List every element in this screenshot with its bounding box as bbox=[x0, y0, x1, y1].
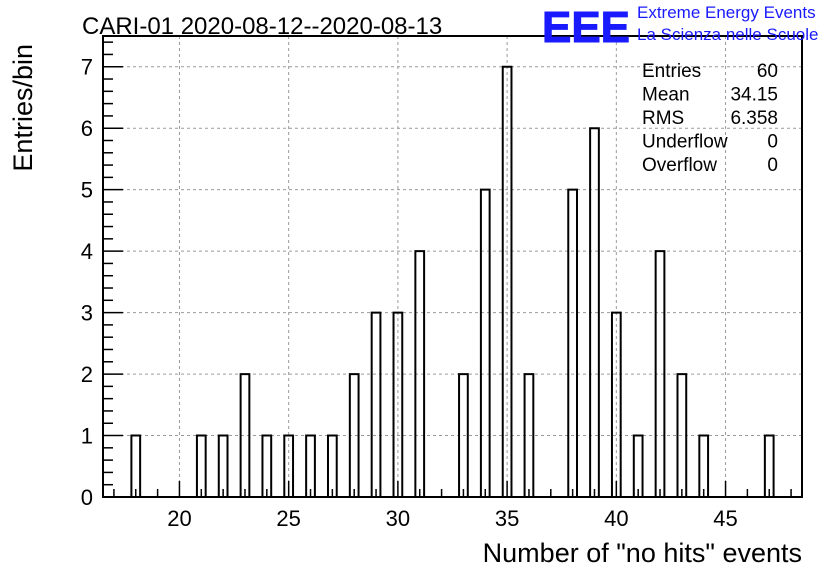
histogram-bar bbox=[326, 434, 338, 497]
y-tick-label: 1 bbox=[81, 424, 93, 449]
histogram-bar bbox=[305, 434, 316, 497]
y-tick-label: 0 bbox=[81, 485, 93, 510]
histogram-bar bbox=[392, 311, 404, 497]
x-tick-label: 20 bbox=[167, 506, 191, 531]
histogram-bar bbox=[414, 250, 426, 497]
y-tick-label: 3 bbox=[81, 301, 93, 326]
stats-label: Entries bbox=[642, 61, 701, 82]
histogram-bar bbox=[676, 373, 688, 497]
eee-logo: EEE Extreme Energy Events La Scienza nel… bbox=[542, 3, 819, 53]
y-tick-label: 4 bbox=[81, 239, 93, 264]
histogram-bar bbox=[370, 311, 382, 497]
histogram-bar bbox=[217, 434, 229, 497]
stats-label: Overflow bbox=[642, 155, 717, 176]
x-tick-label: 35 bbox=[495, 506, 519, 531]
stats-label: Mean bbox=[642, 85, 690, 106]
histogram-bar bbox=[523, 373, 535, 497]
x-tick-label: 30 bbox=[386, 506, 410, 531]
stats-value: 6.358 bbox=[730, 108, 778, 129]
histogram-bar bbox=[501, 65, 513, 497]
y-axis-title: Entries/bin bbox=[8, 44, 38, 172]
histogram-bar bbox=[261, 434, 273, 497]
histogram-bar bbox=[763, 434, 775, 497]
histogram-bar bbox=[589, 127, 600, 497]
logo-line-1: Extreme Energy Events bbox=[637, 3, 816, 22]
y-tick-label: 7 bbox=[81, 55, 93, 80]
stats-label: RMS bbox=[642, 108, 684, 129]
plot-frame bbox=[102, 35, 803, 498]
histogram-bar bbox=[654, 250, 666, 497]
stats-value: 34.15 bbox=[730, 85, 778, 106]
histogram-bar bbox=[130, 434, 142, 497]
x-axis-title: Number of "no hits" events bbox=[483, 538, 802, 568]
axes bbox=[102, 35, 803, 498]
stats-value: 60 bbox=[757, 61, 778, 82]
histogram-bar bbox=[632, 434, 644, 497]
stats-value: 0 bbox=[767, 132, 778, 153]
grid-lines bbox=[103, 36, 802, 497]
stats-label: Underflow bbox=[642, 132, 728, 153]
y-tick-label: 2 bbox=[81, 362, 93, 387]
histogram-bar bbox=[283, 434, 295, 497]
x-tick-label: 45 bbox=[713, 506, 737, 531]
histogram-bar bbox=[479, 188, 491, 497]
x-tick-label: 25 bbox=[276, 506, 300, 531]
chart-title: CARI-01 2020-08-12--2020-08-13 bbox=[82, 13, 442, 40]
logo-mark: EEE bbox=[542, 3, 630, 52]
histogram-bar bbox=[195, 434, 207, 497]
logo-line-2: La Scienza nelle Scuole bbox=[637, 25, 818, 44]
histogram-bars bbox=[130, 65, 775, 497]
histogram-bar bbox=[698, 434, 710, 497]
stats-value: 0 bbox=[767, 155, 778, 176]
histogram-bar bbox=[610, 311, 622, 497]
y-tick-label: 6 bbox=[81, 116, 93, 141]
histogram-bar bbox=[567, 188, 579, 497]
histogram-bar bbox=[348, 373, 360, 497]
x-tick-label: 40 bbox=[604, 506, 628, 531]
histogram-bar bbox=[458, 373, 469, 497]
y-tick-label: 5 bbox=[81, 178, 93, 203]
histogram-bar bbox=[239, 373, 251, 497]
